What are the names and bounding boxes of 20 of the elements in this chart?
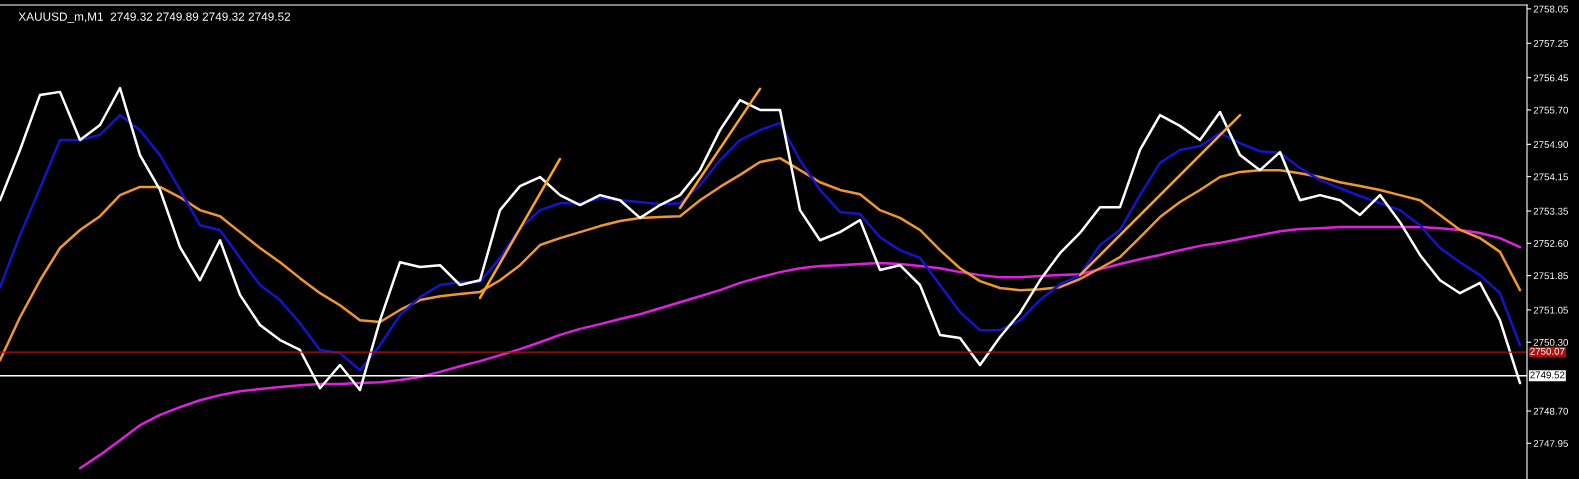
y-tick-label: 2753.35 bbox=[1533, 207, 1568, 215]
y-tick-label: 2751.85 bbox=[1533, 272, 1568, 280]
y-tick-label: 2752.60 bbox=[1533, 240, 1569, 247]
y-tick-label: 2754.90 bbox=[1533, 141, 1569, 148]
text: XAUUSD_m,M1 2749.32 2749.89 2749.32 2749.52 bbox=[18, 12, 291, 24]
y-tick-label: 2756.45 bbox=[1533, 74, 1568, 82]
line-series bbox=[0, 113, 1522, 372]
ref-line-label: 2750.07 bbox=[1530, 347, 1565, 355]
line-series bbox=[0, 86, 1522, 392]
y-tick-label: 2754.15 bbox=[1533, 173, 1568, 181]
ref-line-label: 2749.52 bbox=[1530, 371, 1565, 379]
y-tick-label: 2755.70 bbox=[1533, 106, 1569, 114]
y-tick-label: 2751.05 bbox=[1533, 306, 1568, 314]
y-tick-label: 2747.95 bbox=[1533, 440, 1568, 447]
line-series bbox=[0, 156, 1522, 362]
line-series bbox=[78, 225, 1522, 470]
y-tick-label: 2748.70 bbox=[1533, 407, 1569, 415]
y-tick-label: 2758.05 bbox=[1533, 5, 1568, 13]
y-tick-label: 2757.25 bbox=[1533, 40, 1568, 47]
y-tick-label: 2750.30 bbox=[1533, 338, 1569, 346]
